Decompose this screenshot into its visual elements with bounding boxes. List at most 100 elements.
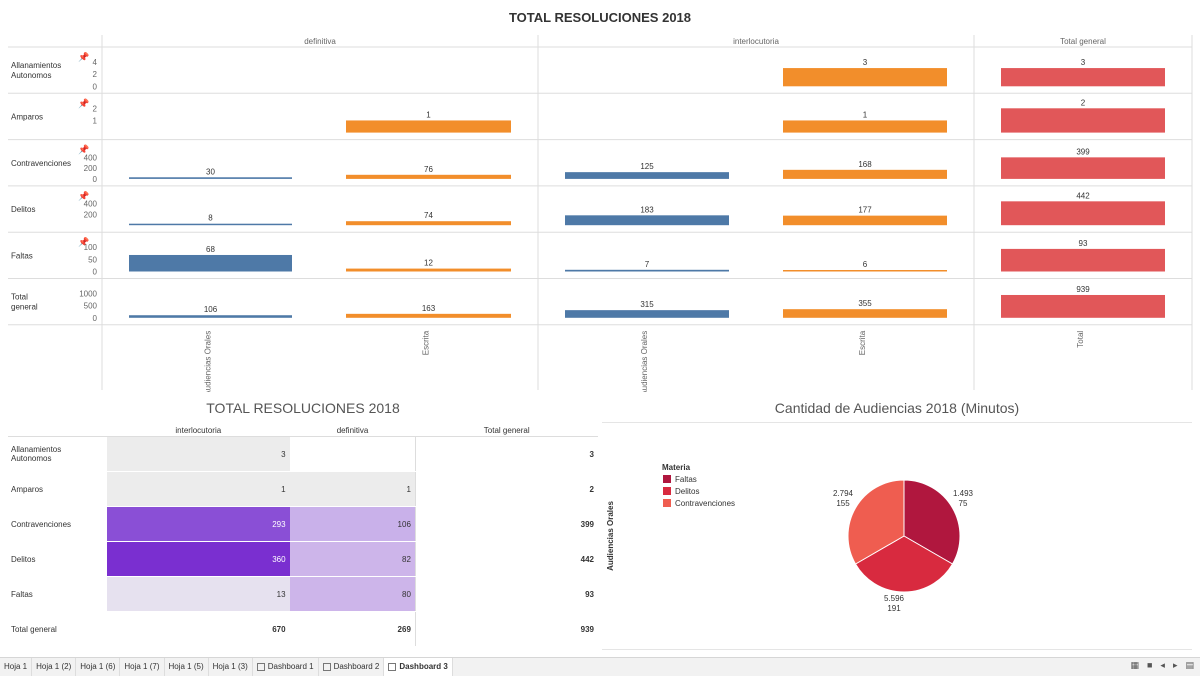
row-label: Total general (11, 293, 38, 312)
pin-icon: 📌 (78, 236, 89, 247)
bar (783, 270, 947, 272)
bar (346, 221, 511, 226)
row-label: Contravenciones (11, 159, 71, 168)
row-label: Allanamientos Autonomos (11, 61, 61, 80)
bar (346, 120, 511, 133)
slice-minutes-label: 2.794 (833, 489, 854, 498)
data-label: 939 (1076, 285, 1090, 294)
row-label: Amparos (8, 471, 107, 507)
prev-sheet-icon[interactable]: ◂ (1160, 660, 1165, 670)
top-chart-title: TOTAL RESOLUCIONES 2018 (508, 10, 692, 25)
table-row: Contravenciones 293 106 399 (8, 506, 598, 542)
table-row: Faltas 13 80 93 (8, 576, 598, 612)
tick-label: 0 (93, 268, 98, 277)
data-label: 3 (1081, 58, 1086, 67)
pin-icon: 📌 (78, 51, 89, 62)
row-label: Faltas (11, 251, 33, 260)
sheet-tab[interactable]: Dashboard 2 (319, 658, 385, 676)
sheet-tab[interactable]: Hoja 1 (5) (165, 658, 209, 676)
pin-icon: 📌 (78, 97, 89, 108)
table-title: TOTAL RESOLUCIONES 2018 (206, 400, 400, 416)
sheet-tab-bar: Hoja 1 Hoja 1 (2) Hoja 1 (6) Hoja 1 (7) Hoja… (0, 657, 1200, 676)
sheet-tab[interactable]: Dashboard 1 (253, 658, 319, 676)
table-cell: 399 (414, 506, 598, 542)
sheet-tab[interactable]: Hoja 1 (6) (76, 658, 121, 676)
data-label: 168 (858, 160, 872, 169)
legend-swatch (663, 475, 671, 483)
slice-count-label: 155 (836, 499, 850, 508)
table-row: Delitos 360 82 442 (8, 541, 598, 577)
legend-label: Faltas (675, 475, 697, 484)
sheet-tab[interactable]: Hoja 1 (0, 658, 33, 676)
sheet-tab[interactable]: Dashboard 3 (384, 658, 453, 676)
bar (129, 254, 292, 272)
bar (1001, 248, 1165, 272)
row-label: Delitos (11, 205, 35, 214)
legend-label: Delitos (675, 487, 699, 496)
filmstrip-icon[interactable]: ■ (1146, 660, 1153, 670)
tick-label: 200 (84, 210, 98, 219)
sheet-tab-label: Hoja 1 (6) (80, 662, 116, 671)
data-label: 315 (640, 300, 654, 309)
data-label: 183 (640, 205, 654, 214)
sheet-tab[interactable]: Hoja 1 (3) (209, 658, 253, 676)
sheet-tab-label: Dashboard 3 (399, 662, 448, 671)
column-header: definitiva (289, 424, 416, 437)
x-tick-label: Escrita (858, 330, 867, 355)
sheet-tab-label: Dashboard 2 (333, 662, 380, 671)
table-row: Allanamientos Autonomos 3 3 (8, 436, 598, 472)
tick-label: 0 (93, 314, 98, 323)
sheet-tab-label: Hoja 1 (3) (212, 662, 248, 671)
data-label: 163 (422, 304, 436, 313)
bar (565, 269, 729, 272)
sheet-tab[interactable]: Hoja 1 (2) (32, 658, 77, 676)
bar (1001, 68, 1165, 87)
slice-minutes-label: 5.596 (884, 594, 905, 603)
bar (1001, 201, 1165, 226)
sheet-sorter-icon[interactable]: ▤ (1185, 660, 1194, 670)
data-label: 76 (424, 165, 433, 174)
tick-label: 1 (93, 116, 98, 125)
data-label: 7 (645, 260, 650, 269)
table-cell: 1 (289, 471, 416, 507)
row-label: Contravenciones (8, 506, 107, 542)
next-sheet-icon[interactable]: ▸ (1172, 660, 1178, 670)
bar (1001, 157, 1165, 179)
data-label: 3 (863, 58, 868, 67)
data-label: 8 (208, 214, 213, 223)
bar (1001, 294, 1165, 318)
data-label: 2 (1081, 98, 1086, 107)
data-label: 93 (1079, 239, 1088, 248)
table-cell (289, 436, 416, 472)
bar (129, 177, 292, 179)
table-corner (8, 424, 107, 437)
data-label: 12 (424, 259, 433, 268)
bar (346, 313, 511, 318)
grid-view-icon[interactable]: ▦ (1130, 660, 1139, 670)
column-header: Total general (1060, 37, 1106, 46)
table-cell: 3 (414, 436, 598, 472)
table-cell: 269 (289, 611, 416, 647)
column-header: interlocutoria (733, 37, 779, 46)
table-cell: 1 (107, 471, 290, 507)
bar (783, 215, 947, 226)
legend-swatch (663, 499, 671, 507)
tick-label: 2 (93, 104, 98, 113)
data-label: 177 (858, 206, 872, 215)
sheet-tab[interactable]: Hoja 1 (7) (120, 658, 165, 676)
pie-slice (903, 479, 961, 565)
pie-title: Cantidad de Audiencias 2018 (Minutos) (774, 400, 1020, 416)
bar (129, 223, 292, 226)
dashboard-icon (388, 662, 397, 671)
x-tick-label: Escrita (422, 330, 431, 355)
data-label: 106 (204, 305, 218, 314)
row-label: Total general (8, 611, 107, 647)
row-label: Allanamientos Autonomos (8, 436, 107, 472)
row-label: Delitos (8, 541, 107, 577)
tick-label: 0 (93, 82, 98, 91)
slice-count-label: 191 (887, 604, 901, 613)
column-header: interlocutoria (107, 424, 290, 437)
dashboard-icon (322, 662, 331, 671)
sheet-tab-label: Dashboard 1 (267, 662, 314, 671)
data-label: 125 (640, 162, 654, 171)
